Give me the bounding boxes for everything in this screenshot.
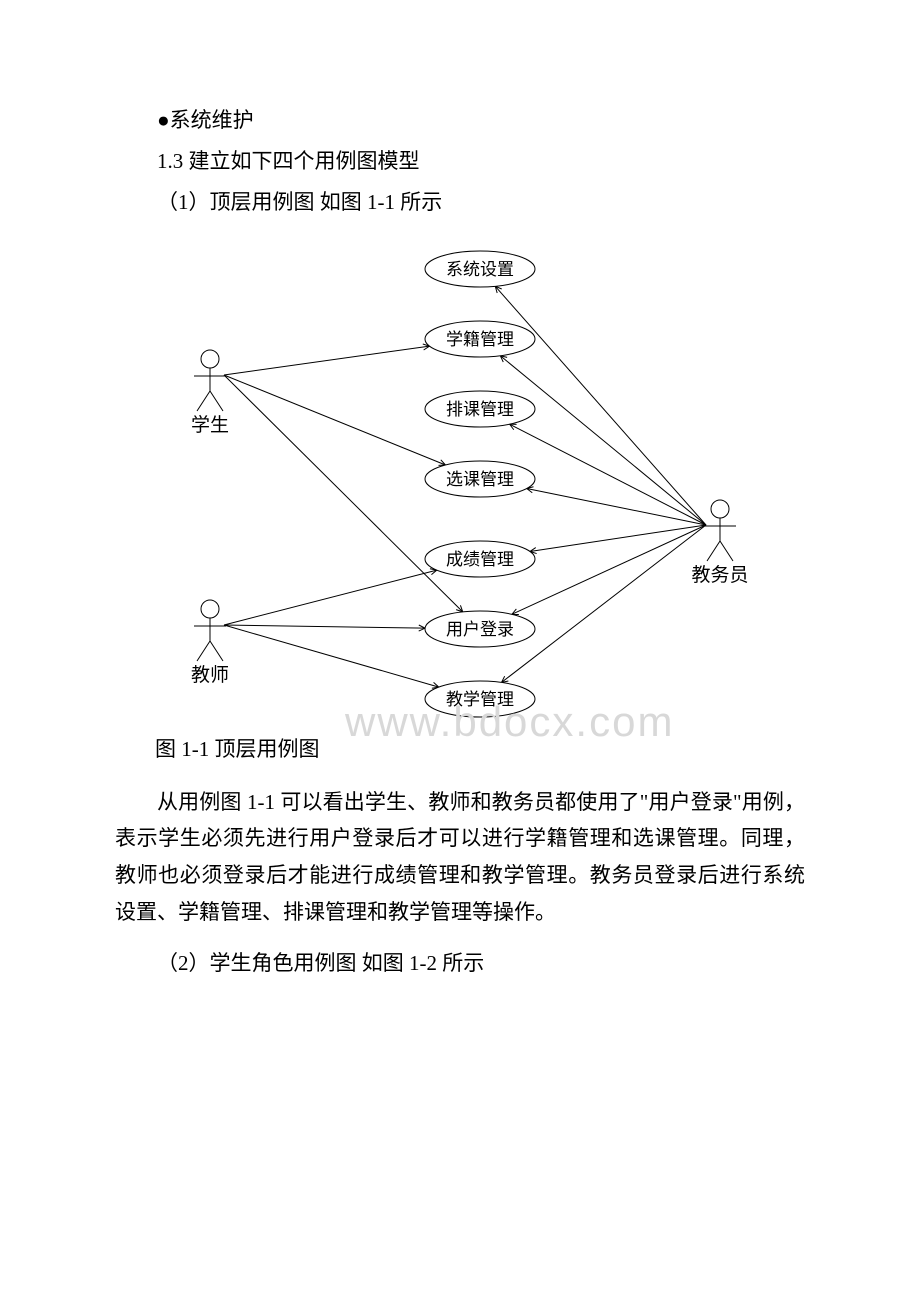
- actor-student: 学生: [191, 350, 229, 436]
- actor-teacher: 教师: [191, 600, 229, 686]
- usecase-uc_sys: 系统设置: [425, 251, 535, 287]
- usecase-uc_xuanke: 选课管理: [425, 461, 535, 497]
- usecase-uc_chengji: 成绩管理: [425, 541, 535, 577]
- figure-caption: 图 1-1 顶层用例图: [155, 730, 805, 770]
- svg-text:系统设置: 系统设置: [446, 260, 514, 279]
- actor-admin: 教务员: [691, 500, 748, 586]
- bullet-line: ●系统维护: [115, 100, 805, 141]
- association-line: [224, 625, 425, 628]
- section-1-3: 1.3 建立如下四个用例图模型: [115, 141, 805, 182]
- association-line: [512, 525, 706, 614]
- svg-text:教务员: 教务员: [691, 564, 748, 586]
- usecase-uc_xueji: 学籍管理: [425, 321, 535, 357]
- svg-text:用户登录: 用户登录: [446, 620, 514, 639]
- svg-text:成绩管理: 成绩管理: [446, 550, 514, 569]
- association-line: [224, 625, 439, 687]
- usecase-uc_paike: 排课管理: [425, 391, 535, 427]
- item-1: （1）顶层用例图 如图 1-1 所示: [115, 182, 805, 223]
- item-2: （2）学生角色用例图 如图 1-2 所示: [115, 945, 805, 982]
- association-line: [224, 346, 429, 375]
- page: ●系统维护 1.3 建立如下四个用例图模型 （1）顶层用例图 如图 1-1 所示…: [115, 100, 805, 981]
- association-line: [224, 570, 437, 625]
- svg-text:学籍管理: 学籍管理: [446, 330, 514, 349]
- association-line: [530, 525, 706, 551]
- svg-text:学生: 学生: [191, 414, 229, 436]
- svg-text:教学管理: 教学管理: [446, 690, 514, 709]
- uml-use-case-diagram: 系统设置学籍管理排课管理选课管理成绩管理用户登录教学管理 学生教师 教务员: [150, 229, 770, 724]
- association-line: [510, 424, 706, 525]
- svg-text:排课管理: 排课管理: [446, 400, 514, 419]
- association-line: [224, 375, 445, 465]
- association-line: [500, 356, 706, 525]
- usecase-uc_login: 用户登录: [425, 611, 535, 647]
- association-line: [502, 525, 706, 682]
- usecase-uc_jiaoxue: 教学管理: [425, 681, 535, 717]
- diagram-container: 系统设置学籍管理排课管理选课管理成绩管理用户登录教学管理 学生教师 教务员: [115, 229, 805, 724]
- svg-text:选课管理: 选课管理: [446, 470, 514, 489]
- paragraph-1: 从用例图 1-1 可以看出学生、教师和教务员都使用了"用户登录"用例，表示学生必…: [115, 784, 805, 931]
- svg-text:教师: 教师: [191, 664, 229, 686]
